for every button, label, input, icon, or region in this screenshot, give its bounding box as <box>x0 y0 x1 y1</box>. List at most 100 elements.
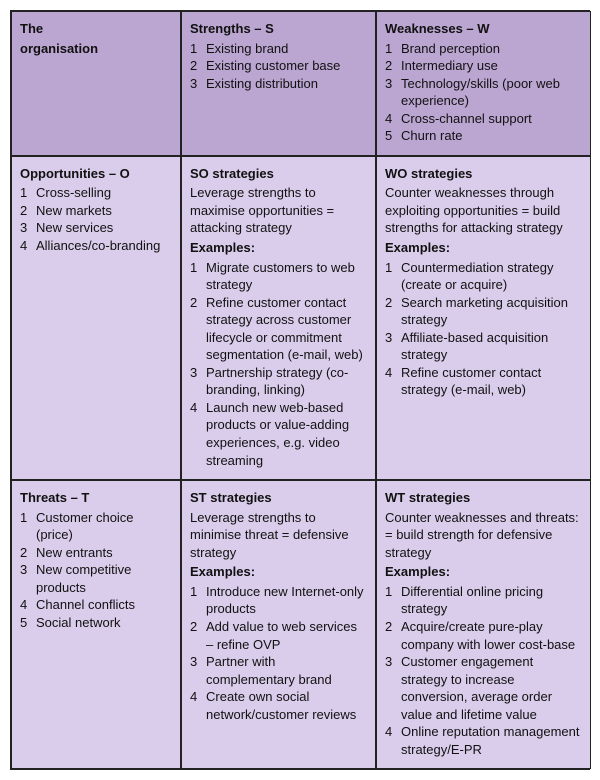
list-item-number: 3 <box>385 329 397 364</box>
cell-wt: WT strategies Counter weaknesses and thr… <box>376 480 591 769</box>
list-item-number: 4 <box>190 399 202 469</box>
cell-st: ST strategies Leverage strengths to mini… <box>181 480 376 769</box>
so-title: SO strategies <box>190 165 367 183</box>
opportunities-list: 1Cross-selling2New markets3New services4… <box>20 184 172 254</box>
list-item: 4Launch new web-based products or value-… <box>190 399 367 469</box>
list-item-text: Differential online pricing strategy <box>401 583 582 618</box>
list-item: 1Differential online pricing strategy <box>385 583 582 618</box>
list-item: 2Refine customer contact strategy across… <box>190 294 367 364</box>
cell-org: The organisation <box>11 11 181 156</box>
list-item-text: Add value to web services – refine OVP <box>206 618 367 653</box>
strengths-title: Strengths – S <box>190 20 367 38</box>
list-item: 1Brand perception <box>385 40 582 58</box>
list-item: 5Churn rate <box>385 127 582 145</box>
list-item-text: Technology/skills (poor web experience) <box>401 75 582 110</box>
list-item: 3Partnership strategy (co-branding, link… <box>190 364 367 399</box>
list-item: 4Alliances/co-branding <box>20 237 172 255</box>
list-item-text: Social network <box>36 614 121 632</box>
org-title-line1: The <box>20 20 172 38</box>
list-item-number: 5 <box>385 127 397 145</box>
list-item: 5Social network <box>20 614 172 632</box>
list-item-number: 3 <box>20 219 32 237</box>
list-item-text: Customer choice (price) <box>36 509 172 544</box>
list-item-text: Refine customer contact strategy across … <box>206 294 367 364</box>
st-list: 1Introduce new Internet-only products2Ad… <box>190 583 367 723</box>
list-item-text: Online reputation management strategy/E-… <box>401 723 582 758</box>
threats-title: Threats – T <box>20 489 172 507</box>
list-item-text: Customer engagement strategy to increase… <box>401 653 582 723</box>
list-item-number: 1 <box>20 509 32 544</box>
list-item-number: 3 <box>190 653 202 688</box>
wt-desc: Counter weaknesses and threats: = build … <box>385 509 582 562</box>
list-item-number: 2 <box>20 544 32 562</box>
wo-title: WO strategies <box>385 165 582 183</box>
list-item-text: New competitive products <box>36 561 172 596</box>
list-item-text: Existing distribution <box>206 75 318 93</box>
swot-matrix: The organisation Strengths – S 1Existing… <box>10 10 590 770</box>
so-examples-label: Examples: <box>190 239 367 257</box>
list-item-number: 3 <box>385 75 397 110</box>
list-item: 2Acquire/create pure-play company with l… <box>385 618 582 653</box>
list-item: 4Channel conflicts <box>20 596 172 614</box>
row-threats: Threats – T 1Customer choice (price)2New… <box>11 480 591 769</box>
list-item-text: Partnership strategy (co-branding, linki… <box>206 364 367 399</box>
wt-list: 1Differential online pricing strategy2Ac… <box>385 583 582 758</box>
list-item-text: Migrate customers to web strategy <box>206 259 367 294</box>
cell-wo: WO strategies Counter weaknesses through… <box>376 156 591 480</box>
list-item: 3Customer engagement strategy to increas… <box>385 653 582 723</box>
list-item-number: 3 <box>20 561 32 596</box>
list-item-number: 1 <box>385 259 397 294</box>
list-item: 2Add value to web services – refine OVP <box>190 618 367 653</box>
st-desc: Leverage strengths to minimise threat = … <box>190 509 367 562</box>
list-item-number: 4 <box>190 688 202 723</box>
list-item-number: 1 <box>20 184 32 202</box>
so-list: 1Migrate customers to web strategy2Refin… <box>190 259 367 470</box>
list-item-text: Affiliate-based acquisition strategy <box>401 329 582 364</box>
list-item-text: Cross-channel support <box>401 110 532 128</box>
list-item: 3Technology/skills (poor web experience) <box>385 75 582 110</box>
weaknesses-title: Weaknesses – W <box>385 20 582 38</box>
st-examples-label: Examples: <box>190 563 367 581</box>
list-item: 1Introduce new Internet-only products <box>190 583 367 618</box>
list-item-text: Acquire/create pure-play company with lo… <box>401 618 582 653</box>
list-item-text: Search marketing acquisition strategy <box>401 294 582 329</box>
list-item-text: Existing customer base <box>206 57 340 75</box>
threats-list: 1Customer choice (price)2New entrants3Ne… <box>20 509 172 632</box>
wo-examples-label: Examples: <box>385 239 582 257</box>
list-item: 2Existing customer base <box>190 57 367 75</box>
cell-opportunities: Opportunities – O 1Cross-selling2New mar… <box>11 156 181 480</box>
list-item: 1Existing brand <box>190 40 367 58</box>
list-item: 4Online reputation management strategy/E… <box>385 723 582 758</box>
list-item-text: Alliances/co-branding <box>36 237 160 255</box>
list-item: 3Existing distribution <box>190 75 367 93</box>
list-item: 3Partner with complementary brand <box>190 653 367 688</box>
list-item-number: 3 <box>385 653 397 723</box>
wt-title: WT strategies <box>385 489 582 507</box>
list-item-text: New services <box>36 219 113 237</box>
list-item-number: 1 <box>190 583 202 618</box>
list-item-text: Create own social network/customer revie… <box>206 688 367 723</box>
org-title-line2: organisation <box>20 40 172 58</box>
list-item-number: 1 <box>190 259 202 294</box>
list-item: 3Affiliate-based acquisition strategy <box>385 329 582 364</box>
list-item: 1Migrate customers to web strategy <box>190 259 367 294</box>
list-item-number: 4 <box>385 723 397 758</box>
list-item-number: 3 <box>190 364 202 399</box>
so-desc: Leverage strengths to maximise opportuni… <box>190 184 367 237</box>
list-item-number: 2 <box>385 618 397 653</box>
list-item-number: 1 <box>385 583 397 618</box>
cell-weaknesses: Weaknesses – W 1Brand perception2Interme… <box>376 11 591 156</box>
list-item: 4Cross-channel support <box>385 110 582 128</box>
row-opportunities: Opportunities – O 1Cross-selling2New mar… <box>11 156 591 480</box>
list-item-text: Partner with complementary brand <box>206 653 367 688</box>
list-item-text: Churn rate <box>401 127 462 145</box>
list-item: 2New entrants <box>20 544 172 562</box>
weaknesses-list: 1Brand perception2Intermediary use3Techn… <box>385 40 582 145</box>
cell-threats: Threats – T 1Customer choice (price)2New… <box>11 480 181 769</box>
strengths-list: 1Existing brand2Existing customer base3E… <box>190 40 367 93</box>
list-item-text: New entrants <box>36 544 113 562</box>
list-item-number: 2 <box>190 294 202 364</box>
list-item-number: 1 <box>385 40 397 58</box>
list-item-text: Channel conflicts <box>36 596 135 614</box>
list-item: 1Cross-selling <box>20 184 172 202</box>
